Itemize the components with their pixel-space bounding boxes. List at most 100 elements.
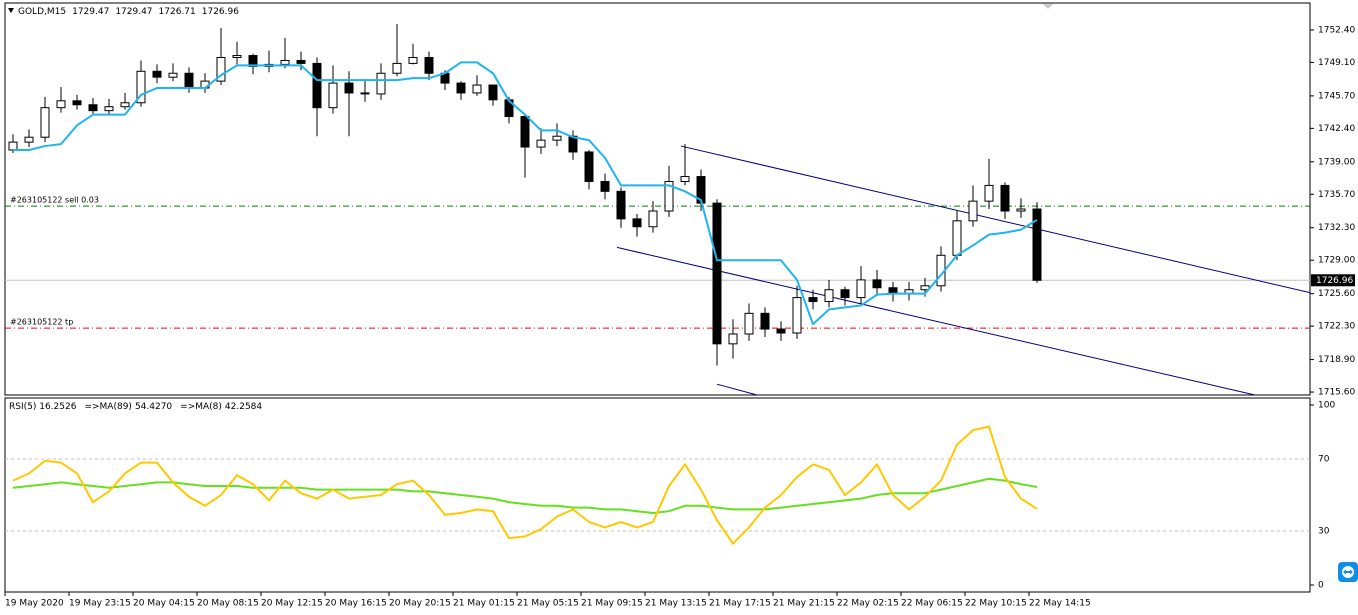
- candle-body: [184, 72, 194, 89]
- candle-body: [648, 210, 658, 228]
- candle-body: [680, 176, 690, 182]
- candle-body: [968, 200, 978, 222]
- x-tick-label: 20 May 12:15: [261, 599, 323, 609]
- candle-body: [952, 220, 962, 256]
- x-tick-label: 22 May 06:15: [901, 599, 963, 609]
- candle-body: [584, 151, 594, 182]
- candle-body: [664, 180, 674, 212]
- candle-body: [1000, 184, 1010, 212]
- series-name: =>MA(8): [180, 402, 222, 412]
- y-tick-label: 1752.40: [1318, 25, 1355, 35]
- y-tick-label: 1739.00: [1318, 157, 1355, 167]
- candle-body: [8, 141, 18, 151]
- candle-body: [344, 82, 354, 94]
- candle-body: [792, 297, 802, 334]
- candle-body: [776, 328, 786, 334]
- candle-body: [392, 62, 402, 74]
- y-tick-label: 1732.30: [1318, 223, 1355, 233]
- x-tick-label: 21 May 01:15: [453, 599, 515, 609]
- candle-body: [24, 136, 34, 143]
- y-tick-label: 1725.60: [1318, 289, 1355, 299]
- x-tick-label: 22 May 10:15: [965, 599, 1027, 609]
- menu-arrow[interactable]: [8, 8, 14, 13]
- y-tick-label: 30: [1318, 527, 1330, 537]
- candle-body: [552, 135, 562, 141]
- candle-body: [280, 59, 290, 65]
- y-tick-label: 1735.70: [1318, 190, 1355, 200]
- y-tick-label: 1722.30: [1318, 322, 1355, 332]
- candle-body: [40, 107, 50, 138]
- channel-line: [13, 61, 1038, 326]
- candle-body: [808, 297, 818, 303]
- candle-body: [536, 139, 546, 148]
- candle-body: [136, 70, 146, 104]
- main-panel: [4, 2, 1311, 396]
- candle-body: [520, 116, 530, 148]
- y-tick-label: 1715.60: [1318, 388, 1355, 398]
- indicator-line: [12, 425, 1038, 546]
- x-tick-label: 21 May 17:15: [709, 599, 771, 609]
- candle-body: [984, 184, 994, 202]
- candle-body: [616, 190, 626, 220]
- candle-body: [1016, 208, 1026, 212]
- y-tick-label: 1745.70: [1318, 91, 1355, 101]
- x-tick-label: 20 May 20:15: [389, 599, 451, 609]
- order-label: #263105122 tp: [10, 318, 73, 327]
- y-tick-label: 1742.40: [1318, 124, 1355, 134]
- candle-body: [120, 102, 130, 108]
- candle-body: [856, 279, 866, 299]
- header-price: 1726.96: [202, 7, 239, 17]
- candle-body: [216, 57, 226, 82]
- candle-body: [360, 92, 370, 95]
- x-tick-label: 22 May 02:15: [837, 599, 899, 609]
- header-price: 1729.47: [72, 7, 109, 17]
- series-value: 42.2584: [225, 402, 262, 412]
- trend-line: [616, 246, 1256, 395]
- candle-body: [600, 180, 610, 192]
- trend-line: [680, 145, 1310, 294]
- indicator-header: RSI(5) 16.2526 =>MA(89) 54.4270 =>MA(8) 42.2…: [9, 402, 262, 412]
- candle-body: [744, 312, 754, 335]
- indicator-name: RSI(5) 16.2526: [9, 402, 77, 412]
- candle-body: [712, 202, 722, 345]
- candle-body: [424, 57, 434, 74]
- indicator-line: [12, 477, 1038, 515]
- candle-body: [104, 106, 114, 112]
- candle-body: [840, 289, 850, 299]
- candle-body: [88, 104, 98, 112]
- y-tick-label: 0: [1318, 581, 1324, 591]
- candle-body: [168, 72, 178, 78]
- x-tick-label: 19 May 2020: [5, 599, 64, 609]
- candle-body: [72, 100, 82, 106]
- y-tick-label: 100: [1318, 401, 1335, 411]
- y-tick-label: 70: [1318, 455, 1330, 465]
- candle-body: [1032, 208, 1042, 281]
- candle-body: [56, 100, 66, 109]
- candle-body: [472, 84, 482, 94]
- series-value: 54.4270: [135, 402, 172, 412]
- last-price-label: 1726.96: [1316, 276, 1353, 286]
- header-price: 1726.71: [159, 7, 196, 17]
- x-tick-label: 21 May 13:15: [645, 599, 707, 609]
- symbol-header: GOLD,M15 1729.47 1729.47 1726.71 1726.96: [18, 7, 239, 17]
- y-tick-label: 1749.10: [1318, 58, 1355, 68]
- candle-body: [328, 82, 338, 109]
- x-tick-label: 20 May 04:15: [133, 599, 195, 609]
- x-tick-label: 20 May 16:15: [325, 599, 387, 609]
- last-price-box: [1311, 274, 1355, 287]
- candle-body: [456, 82, 466, 94]
- rsi-panel: [4, 397, 1311, 593]
- header-price: 1729.47: [115, 7, 152, 17]
- candle-body: [296, 59, 306, 64]
- y-tick-label: 1718.90: [1318, 355, 1355, 365]
- candle-body: [872, 279, 882, 289]
- candle-body: [824, 289, 834, 303]
- shift-marker: [1043, 4, 1053, 9]
- candle-body: [232, 55, 242, 59]
- teamviewer-icon-arrows: [1343, 569, 1353, 575]
- candle-body: [376, 72, 386, 95]
- symbol: GOLD,M15: [18, 7, 66, 17]
- x-tick-label: 20 May 08:15: [197, 599, 259, 609]
